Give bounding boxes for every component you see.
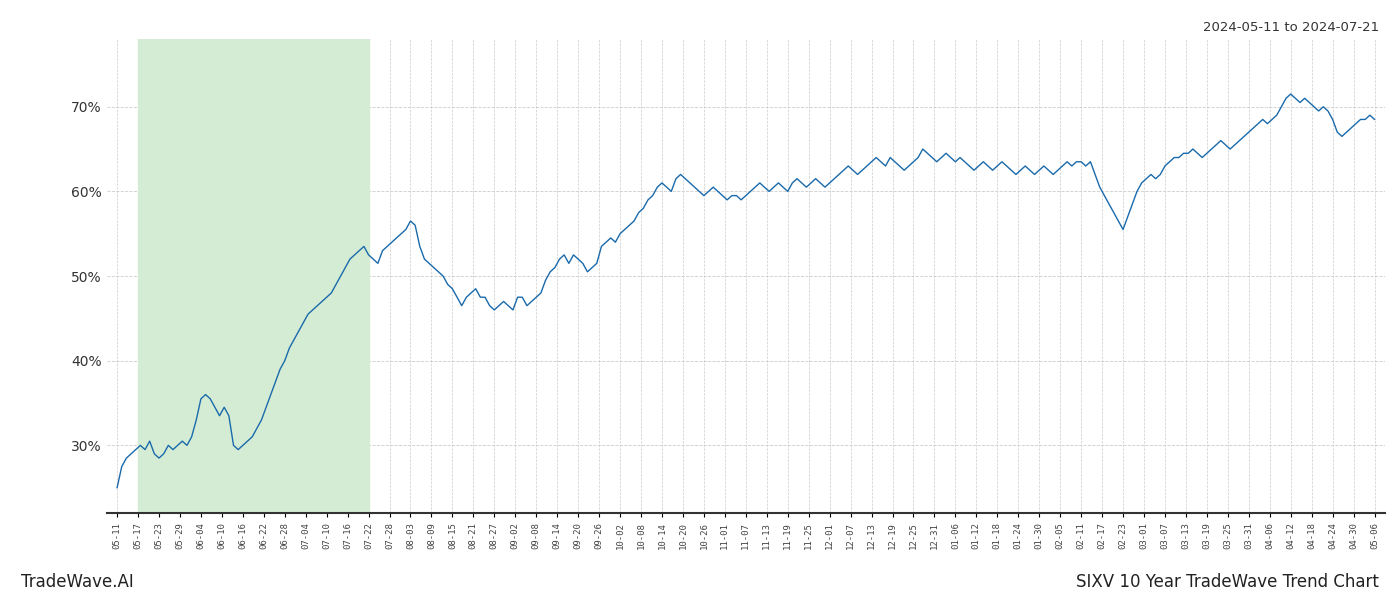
- Bar: [139, 39, 368, 513]
- Text: SIXV 10 Year TradeWave Trend Chart: SIXV 10 Year TradeWave Trend Chart: [1077, 573, 1379, 591]
- Text: 2024-05-11 to 2024-07-21: 2024-05-11 to 2024-07-21: [1203, 21, 1379, 34]
- Text: TradeWave.AI: TradeWave.AI: [21, 573, 134, 591]
